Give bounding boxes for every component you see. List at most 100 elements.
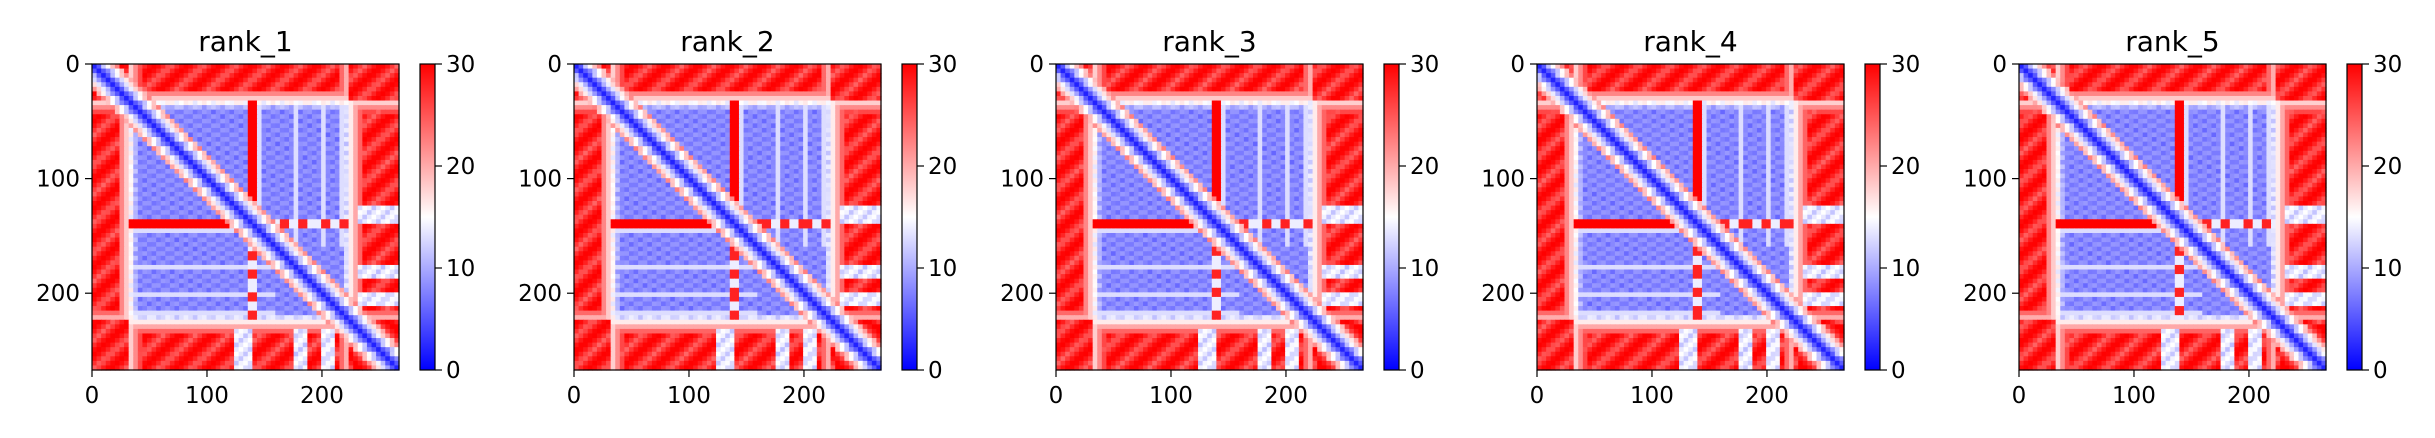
heatmap-cell <box>156 338 162 344</box>
heatmap-cell <box>206 132 212 138</box>
heatmap-cell <box>284 73 290 79</box>
heatmap-cell <box>151 123 157 129</box>
heatmap-cell <box>339 269 345 275</box>
heatmap-cell <box>606 64 612 70</box>
heatmap-cell <box>311 127 318 134</box>
heatmap-cell <box>321 82 327 88</box>
heatmap-cell <box>366 132 373 138</box>
heatmap-cell <box>105 310 111 316</box>
heatmap-cell <box>839 64 845 70</box>
heatmap-cell <box>206 73 212 79</box>
heatmap-cell <box>128 292 134 298</box>
heatmap-cell <box>188 201 194 207</box>
heatmap-cell <box>247 292 253 298</box>
heatmap-cell <box>142 114 148 120</box>
heatmap-cell <box>96 301 102 307</box>
heatmap-cell <box>238 68 244 74</box>
heatmap-cell <box>105 146 111 152</box>
heatmap-cell <box>211 178 217 184</box>
heatmap-cell <box>206 150 212 156</box>
heatmap-cell <box>247 123 253 129</box>
heatmap-cell <box>366 150 373 156</box>
heatmap-cell <box>224 287 231 293</box>
heatmap-cell <box>307 68 313 74</box>
heatmap-cell <box>380 155 386 161</box>
heatmap-cell <box>220 306 226 312</box>
heatmap-cell <box>651 82 658 88</box>
heatmap-cell <box>247 274 253 280</box>
heatmap-cell <box>325 283 331 289</box>
heatmap-cell <box>357 187 363 193</box>
heatmap-cell <box>160 242 166 248</box>
heatmap-cell <box>298 260 304 266</box>
heatmap-cell <box>151 82 157 88</box>
heatmap-cell <box>238 246 244 252</box>
heatmap-cell <box>757 86 763 93</box>
heatmap-cell <box>110 283 116 289</box>
heatmap-cell <box>344 169 350 175</box>
heatmap-cell <box>362 292 368 298</box>
heatmap-cell <box>243 127 249 134</box>
heatmap-cell <box>606 73 612 79</box>
heatmap-cell <box>183 73 189 79</box>
heatmap-cell <box>371 178 377 184</box>
heatmap-cell <box>389 100 396 106</box>
heatmap-cell <box>243 205 249 211</box>
heatmap-cell <box>224 219 231 225</box>
heatmap-cell <box>348 347 354 353</box>
heatmap-cell <box>385 95 391 102</box>
heatmap-cell <box>165 278 171 284</box>
heatmap-cell <box>316 246 322 252</box>
heatmap-cell <box>366 159 373 166</box>
heatmap-cell <box>137 178 143 184</box>
heatmap-cell <box>325 201 331 207</box>
heatmap-cell <box>321 223 327 230</box>
heatmap-cell <box>179 365 185 371</box>
heatmap-cell <box>330 365 336 371</box>
heatmap-cell <box>366 351 373 357</box>
heatmap-cell <box>256 319 263 325</box>
heatmap-cell <box>224 155 231 161</box>
heatmap-cell <box>252 187 258 193</box>
heatmap-cell <box>197 356 203 362</box>
heatmap-cell <box>224 169 231 175</box>
heatmap-cell <box>128 242 134 248</box>
heatmap-cell <box>101 274 107 280</box>
heatmap-cell <box>307 169 313 175</box>
heatmap-cell <box>238 141 244 147</box>
heatmap-cell <box>114 319 121 325</box>
heatmap-cell <box>224 328 231 335</box>
heatmap-cell <box>321 105 327 111</box>
heatmap-cell <box>169 123 176 129</box>
heatmap-cell <box>192 251 198 257</box>
heatmap-cell <box>385 360 391 367</box>
heatmap-cell <box>376 365 382 371</box>
heatmap-cell <box>252 137 258 143</box>
heatmap-cell <box>151 306 157 312</box>
heatmap-cell <box>92 118 98 124</box>
heatmap-cell <box>197 360 203 367</box>
heatmap-cell <box>389 64 396 70</box>
heatmap-cell <box>289 109 295 115</box>
heatmap-cell <box>293 73 299 79</box>
heatmap-cell <box>853 91 859 97</box>
heatmap-cell <box>380 105 386 111</box>
heatmap-cell <box>334 292 341 298</box>
heatmap-cell <box>334 351 341 357</box>
heatmap-cell <box>114 360 121 367</box>
heatmap-cell <box>174 86 180 93</box>
heatmap-cell <box>256 342 263 348</box>
heatmap-cell <box>339 228 345 234</box>
heatmap-cell <box>211 274 217 280</box>
heatmap-cell <box>215 251 221 257</box>
heatmap-cell <box>385 210 391 216</box>
heatmap-cell <box>179 73 185 79</box>
heatmap-cell <box>165 159 171 166</box>
heatmap-cell <box>179 100 185 106</box>
heatmap-cell <box>284 86 290 93</box>
heatmap-cell <box>188 360 194 367</box>
heatmap-cell <box>211 132 217 138</box>
heatmap-cell <box>243 360 249 367</box>
heatmap-cell <box>284 228 290 234</box>
heatmap-cell <box>298 187 304 193</box>
